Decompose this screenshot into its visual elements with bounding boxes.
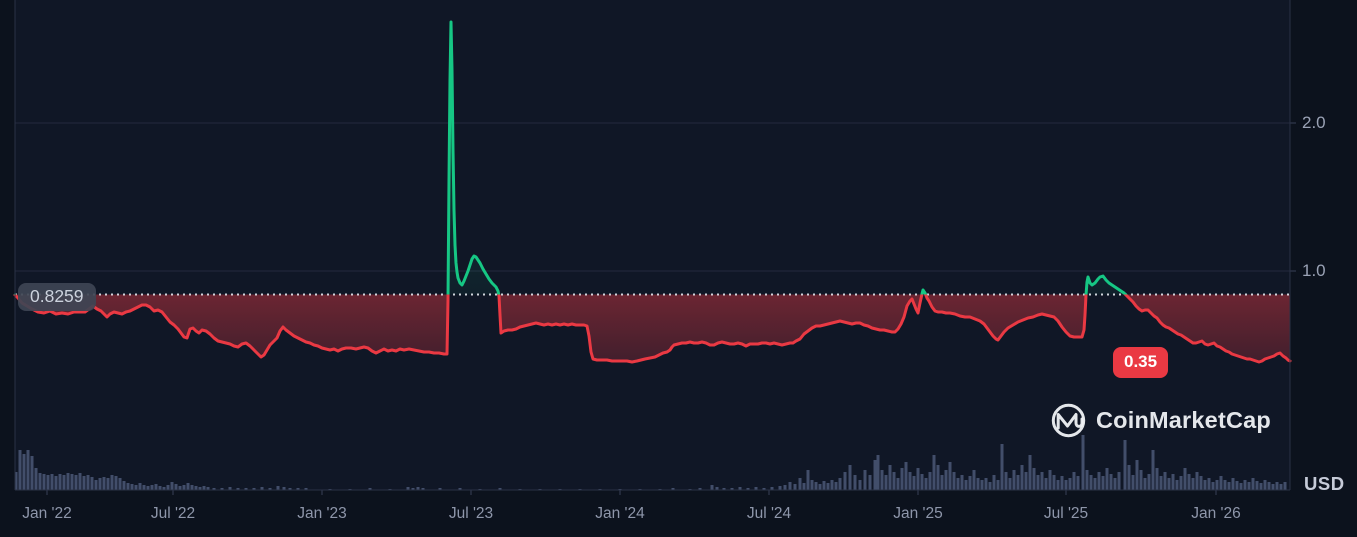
start-price-label: 0.8259: [18, 282, 96, 311]
watermark-text: CoinMarketCap: [1096, 406, 1271, 433]
x-axis-label: Jul '22: [150, 505, 196, 522]
watermark: CoinMarketCap: [1050, 399, 1271, 441]
coinmarketcap-logo-icon: [1051, 403, 1086, 437]
x-axis-label: Jul '25: [1043, 505, 1089, 522]
current-price-badge: 0.35: [1113, 347, 1169, 378]
x-axis-label: Jan '26: [1191, 505, 1241, 522]
x-axis-label: Jan '25: [893, 505, 943, 522]
x-axis-label: Jan '23: [297, 505, 347, 522]
x-axis-label: Jan '24: [595, 505, 645, 522]
y-axis-label: 1.0: [1302, 261, 1326, 280]
y-axis-label: 2.0: [1302, 113, 1326, 132]
x-axis-label: Jul '23: [448, 505, 494, 522]
x-axis-label: Jan '22: [22, 505, 72, 522]
x-axis-label: Jul '24: [746, 505, 792, 522]
currency-unit-label: USD: [1304, 473, 1345, 494]
